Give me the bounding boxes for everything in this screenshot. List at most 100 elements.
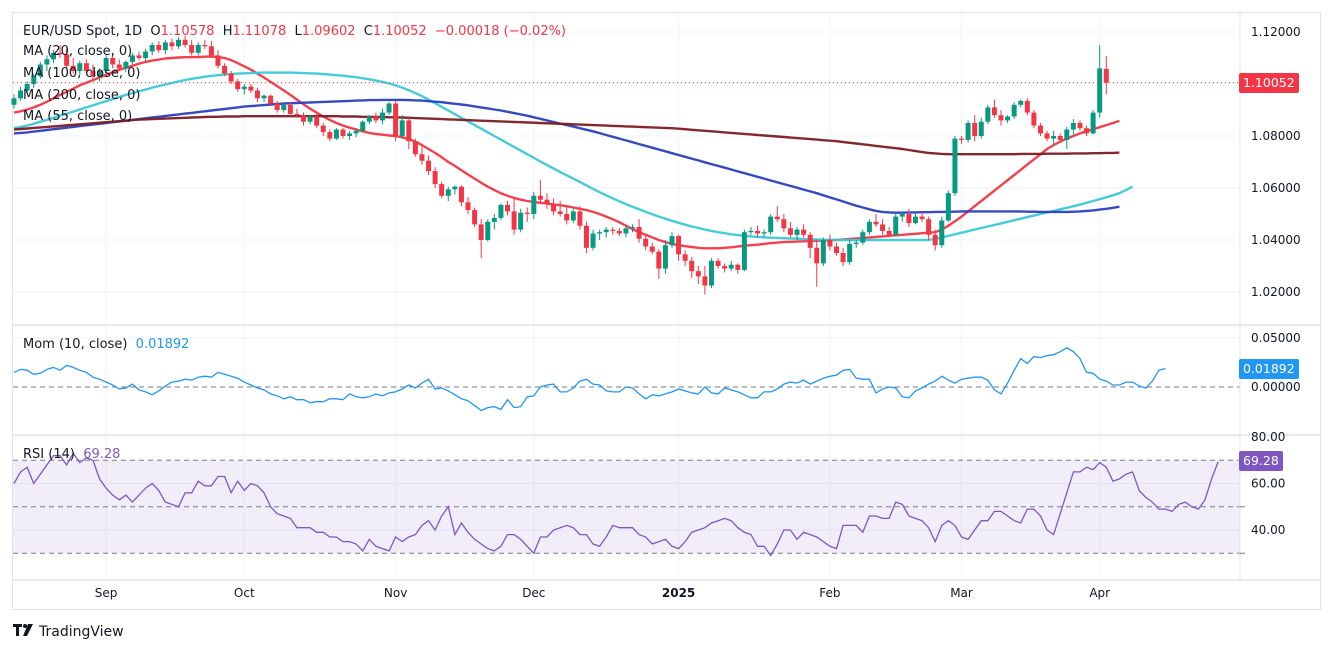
candle (156, 41, 162, 53)
candle (945, 190, 951, 222)
candle-body (814, 247, 820, 264)
candle (643, 234, 649, 251)
candle-body (57, 52, 63, 55)
candle-body (590, 233, 596, 248)
candle (44, 55, 50, 71)
candle (919, 211, 925, 222)
candle-body (31, 76, 37, 84)
grid-lines (13, 13, 1240, 580)
candle-body (1057, 136, 1063, 140)
candle-body (952, 138, 958, 194)
candle-body (1077, 123, 1083, 129)
candle (136, 51, 142, 61)
candle (912, 214, 918, 225)
candle (735, 263, 741, 274)
candle-body (485, 221, 491, 240)
high-label: H (222, 24, 233, 39)
tradingview-logo[interactable]: TradingView (13, 624, 124, 640)
candle (978, 117, 984, 139)
candle (412, 138, 418, 157)
candle (274, 100, 280, 113)
close-value: 1.10052 (372, 24, 427, 39)
candle (768, 214, 774, 235)
ma20-legend[interactable]: MA (20, close, 0) (23, 44, 133, 59)
candle (215, 50, 221, 69)
candle (649, 242, 655, 255)
candle-body (702, 276, 708, 286)
candle (314, 113, 320, 129)
candle-body (893, 216, 899, 235)
candle-body (945, 193, 951, 221)
candle (853, 240, 859, 248)
candle (899, 211, 905, 222)
candle-body (623, 228, 629, 234)
candle-body (393, 103, 399, 136)
candle (31, 73, 37, 88)
candle-body (327, 132, 333, 139)
candle-body (959, 138, 965, 140)
candle-body (110, 58, 116, 65)
rsi-axis[interactable]: 80.00 60.00 40.00 (1240, 430, 1285, 554)
candle (1097, 45, 1103, 118)
candle (866, 219, 872, 235)
candle-body (373, 116, 379, 121)
candle (583, 221, 589, 253)
candle-body (820, 240, 826, 264)
candle (83, 59, 89, 74)
ma-line (13, 71, 1134, 242)
candle-body (636, 227, 642, 239)
candle-body (156, 45, 162, 51)
candle (531, 191, 537, 220)
candle (630, 224, 636, 233)
candle (478, 219, 484, 259)
candle-body (787, 228, 793, 235)
candle (834, 242, 839, 256)
candle-body (176, 39, 181, 47)
candle-body (307, 116, 313, 122)
price-axis[interactable]: 1.12000 1.08000 1.06000 1.04000 1.02000 (1251, 25, 1301, 299)
candle (669, 232, 675, 248)
time-tick-label: Apr (1089, 586, 1110, 600)
candle-body (551, 203, 557, 212)
candle (1064, 126, 1070, 149)
momentum-legend[interactable]: Mom (10, close) 0.01892 (23, 336, 189, 354)
candle (320, 123, 326, 136)
candle (801, 224, 807, 238)
momentum-axis[interactable]: 0.05000 0.00000 (1251, 331, 1301, 394)
candle-body (37, 64, 43, 77)
ma200-legend[interactable]: MA (200, close, 0) (23, 88, 141, 103)
ma55-legend[interactable]: MA (55, close, 0) (23, 109, 133, 124)
candle (787, 221, 793, 238)
candle (755, 225, 761, 238)
candle-body (1044, 133, 1050, 139)
candle-body (445, 189, 451, 196)
rsi-label: RSI (14) (23, 447, 75, 462)
pane-separators[interactable] (12, 12, 1320, 581)
candle-body (143, 51, 149, 58)
candle-body (866, 221, 872, 233)
high-value: 1.11078 (232, 24, 287, 39)
candle-body (741, 232, 747, 270)
rsi-legend[interactable]: RSI (14) 69.28 (23, 446, 120, 464)
time-axis[interactable]: Sep Oct Nov Dec 2025 Feb Mar Apr (95, 586, 1110, 600)
candle-body (939, 220, 945, 246)
time-tick-label: Nov (384, 586, 407, 600)
candle (603, 227, 609, 238)
candle-body (491, 217, 497, 222)
candle (491, 214, 497, 230)
symbol-legend[interactable]: EUR/USD Spot, 1D O1.10578 H1.11078 L1.09… (23, 23, 566, 41)
candle (37, 61, 43, 79)
candle (458, 185, 464, 207)
ma100-legend[interactable]: MA (100, close, 0) (23, 66, 141, 81)
candle (241, 84, 247, 95)
candle-body (208, 46, 214, 56)
candle-body (18, 90, 24, 99)
candle-body (597, 232, 603, 234)
candle-body (662, 245, 668, 269)
candle (366, 115, 372, 125)
candle-body (182, 39, 188, 45)
candle-body (1005, 116, 1011, 121)
candle-body (899, 214, 905, 217)
candle (748, 227, 754, 235)
